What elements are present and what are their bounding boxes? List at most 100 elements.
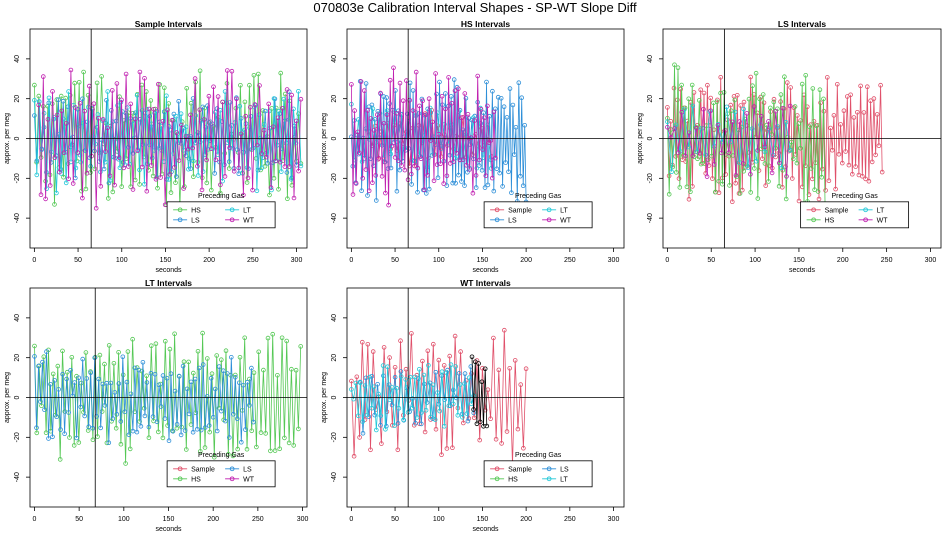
series-point-LS [66,410,71,415]
y-tick-label: 40 [14,314,21,322]
series-point-HS [155,185,160,191]
series-point-WT [268,185,274,190]
legend-label-LT: LT [243,207,251,214]
series-point-ref [477,419,483,425]
series-point-Sample [501,327,507,333]
series-point-LS [170,428,176,434]
series-point-LS [365,193,370,198]
series-point-HS [153,341,159,347]
series-point-LS [32,354,37,359]
series-point-LS [212,171,218,176]
series-point-LS [491,188,497,194]
series-point-LT [355,413,361,419]
series-point-HS [249,428,255,434]
series-point-HS [198,449,203,454]
series-point-HS [684,184,690,190]
series-point-LS [369,373,375,379]
series-point-HS [757,96,762,102]
series-point-LS [193,140,198,146]
series-point-LS [132,365,138,371]
series-point-WT [231,169,237,174]
series-point-WT [139,164,145,170]
series-point-LS [84,376,89,381]
series-point-WT [475,73,481,79]
series-point-Sample [848,92,853,98]
series-point-HS [156,429,161,435]
series-point-LT [396,405,402,411]
series-point-Sample [471,415,477,421]
series-point-ref [476,361,481,366]
series-point-HS [184,447,189,452]
series-point-WT [59,108,64,114]
series-point-LS [450,387,456,393]
y-axis-label: approx. per meg [321,113,328,164]
legend-marker-HS [494,476,500,482]
series-point-LT [385,364,390,370]
series-point-LS [60,371,65,377]
x-tick-label: 100 [118,516,130,523]
series-point-ref [484,423,490,429]
series-point-WT [93,206,99,211]
series-point-LS [204,394,210,399]
series-point-LS [62,431,67,437]
series-point-LS [190,429,196,435]
series-point-WT [195,164,200,169]
legend-title: Preceding Gas [831,193,878,200]
y-axis-label: approx. per meg [321,372,328,423]
series-point-HS [204,180,210,186]
series-point-LS [109,108,114,113]
panel-title: LS Intervals [778,19,826,29]
series-point-WT [358,79,364,84]
series-point-LS [284,170,290,175]
series-point-HS [237,354,243,360]
y-tick-label: 20 [14,95,21,103]
series-point-LS [410,396,415,401]
series-point-LS [56,387,61,392]
series-point-LT [485,122,490,128]
series-point-ref [471,407,476,412]
series-point-LT [741,106,746,112]
series-point-LT [362,383,368,389]
series-point-WT [784,174,789,179]
series-point-Sample [841,108,847,113]
series-point-HS [144,373,149,379]
y-tick-label: -20 [14,173,21,183]
series-point-Sample [395,447,401,453]
series-point-WT [473,173,479,178]
y-tick-label: 20 [647,95,654,103]
series-point-LS [40,359,45,365]
series-point-LT [775,124,780,129]
series-point-LS [176,99,182,104]
series-point-Sample [460,420,466,426]
series-point-LS [513,125,519,130]
series-point-WT [378,90,383,96]
series-point-HS [778,92,784,97]
series-point-WT [261,127,267,133]
series-point-Sample [741,99,747,105]
series-point-WT [455,86,461,92]
series-point-WT [686,130,692,136]
series-point-LT [235,147,240,152]
y-tick-label: 20 [14,354,21,362]
data-layer [32,330,304,466]
series-point-LT [426,363,431,368]
series-point-WT [40,74,46,79]
legend-box [800,201,910,229]
series-point-HS [258,430,264,435]
legend-marker-Sample [494,466,500,472]
series-point-WT [172,165,177,170]
series-point-LT [448,362,454,368]
legend-title: Preceding Gas [515,452,562,459]
series-point-LS [484,79,489,85]
series-point-HS [160,435,166,441]
legend-label-WT: WT [560,217,572,224]
series-point-WT [103,149,108,154]
series-point-LT [728,139,734,145]
series-point-LT [353,380,359,386]
series-point-WT [110,88,115,93]
series-point-HS [168,190,174,195]
series-point-LS [164,375,170,381]
series-point-WT [769,170,775,176]
series-point-WT [199,187,205,193]
series-point-LS [494,166,500,172]
